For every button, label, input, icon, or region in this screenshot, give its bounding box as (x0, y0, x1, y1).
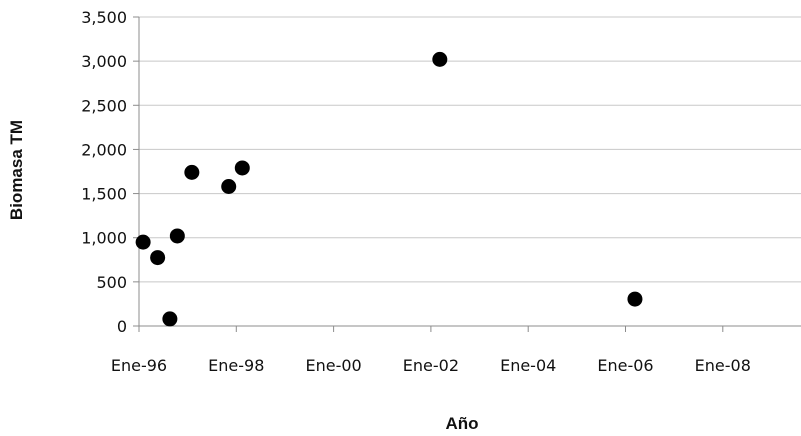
x-axis-title: Año (445, 414, 478, 433)
x-tick-label: Ene-96 (111, 356, 167, 375)
x-tick-label: Ene-04 (500, 356, 556, 375)
y-tick-label: 2,000 (81, 140, 127, 159)
data-point (221, 179, 237, 195)
x-tick-label: Ene-06 (597, 356, 653, 375)
y-tick-label: 3,500 (81, 8, 127, 27)
data-point (150, 250, 166, 266)
data-point (234, 160, 250, 176)
horizontal-gridlines (139, 16, 801, 283)
data-point (169, 228, 185, 244)
data-point (627, 291, 643, 307)
y-tick-label: 1,000 (81, 229, 127, 248)
x-tick-label: Ene-08 (695, 356, 751, 375)
tick-labels: 0 500 1,000 1,500 2,000 2,500 3,000 3,500 Ene-96… (81, 8, 751, 375)
axes (133, 16, 801, 332)
data-point (184, 164, 200, 180)
y-tick-label: 2,500 (81, 96, 127, 115)
y-tick-label: 1,500 (81, 185, 127, 204)
y-tick-label: 500 (96, 273, 127, 292)
data-points (135, 51, 643, 327)
data-point (135, 234, 151, 250)
x-tick-label: Ene-98 (208, 356, 264, 375)
y-tick-label: 3,000 (81, 52, 127, 71)
y-axis-title: Biomasa TM (7, 120, 26, 220)
y-tick-label: 0 (117, 317, 127, 336)
data-point (432, 51, 448, 67)
data-point (162, 311, 178, 327)
x-tick-label: Ene-00 (305, 356, 361, 375)
x-tick-label: Ene-02 (403, 356, 459, 375)
